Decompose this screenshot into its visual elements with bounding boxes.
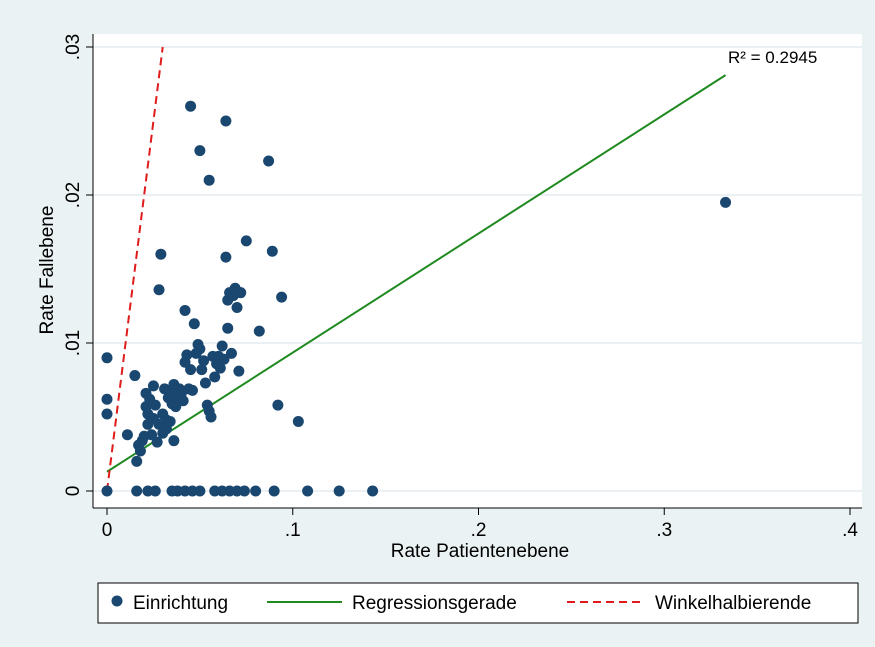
data-point [266,245,278,257]
data-point [216,340,228,352]
data-point [231,301,243,313]
data-point [185,364,197,376]
x-axis-label: Rate Patientenebene [391,541,570,562]
data-point [333,485,345,497]
axes: 0 .01 .02 .03 0 .1 .2 .3 .4 [63,34,862,541]
data-point [220,115,232,127]
data-point [185,100,197,112]
data-point [199,377,211,389]
data-point [720,196,732,208]
plot-area [93,34,862,508]
x-tick-label: .1 [285,520,301,541]
data-point [181,349,193,361]
data-point [134,445,146,457]
data-point [209,371,221,383]
y-axis-label: Rate Fallebene [37,206,58,335]
data-point [155,248,167,260]
y-tick-label: 0 [63,486,84,497]
data-point [198,355,210,367]
data-point [131,485,143,497]
legend-label-einrichtung: Einrichtung [133,593,228,614]
data-point [149,399,161,411]
data-point [235,287,247,299]
legend: Einrichtung Regressionsgerade Winkelhalb… [97,582,859,624]
data-point [186,384,198,396]
y-tick-label: .01 [63,330,84,356]
data-point [292,415,304,427]
legend-marker-einrichtung [111,595,123,607]
data-point [222,322,234,334]
data-point [263,155,275,167]
data-point [188,318,200,330]
y-tick-label: .03 [63,34,84,60]
data-point [101,352,113,364]
data-point [168,435,180,447]
data-point [250,485,262,497]
x-tick-label: .4 [842,520,858,541]
x-tick-label: .2 [471,520,487,541]
data-point [220,251,232,263]
data-point [240,235,252,247]
data-point [194,343,206,355]
data-point [101,485,113,497]
data-point [196,364,208,376]
data-point [203,174,215,186]
data-point [153,284,165,296]
data-point [164,415,176,427]
data-point [131,455,143,467]
data-point [276,291,288,303]
data-point [121,429,133,441]
data-points [101,100,732,497]
data-point [149,485,161,497]
data-point [129,370,141,382]
legend-label-regressionsgerade: Regressionsgerade [352,593,517,614]
legend-box [97,582,859,624]
data-point [194,485,206,497]
x-tick-label: .3 [656,520,672,541]
data-point [194,145,206,157]
r-squared-annotation: R² = 0.2945 [728,48,817,67]
data-point [179,304,191,316]
data-point [253,325,265,337]
data-point [272,399,284,411]
data-point [268,485,280,497]
data-point [101,393,113,405]
data-point [101,408,113,420]
data-point [147,380,159,392]
data-point [170,401,182,413]
x-tick-label: 0 [102,520,113,541]
legend-label-winkelhalbierende: Winkelhalbierende [655,593,811,614]
data-point [218,353,230,365]
data-point [233,365,245,377]
series-line-winkelhalbierende [106,46,164,492]
data-point [225,347,237,359]
data-point [205,411,217,423]
data-point [238,485,250,497]
data-point [302,485,314,497]
y-tick-label: .02 [63,182,84,208]
data-point [151,436,163,448]
data-point [214,362,226,374]
data-point [367,485,379,497]
data-point [177,395,189,407]
